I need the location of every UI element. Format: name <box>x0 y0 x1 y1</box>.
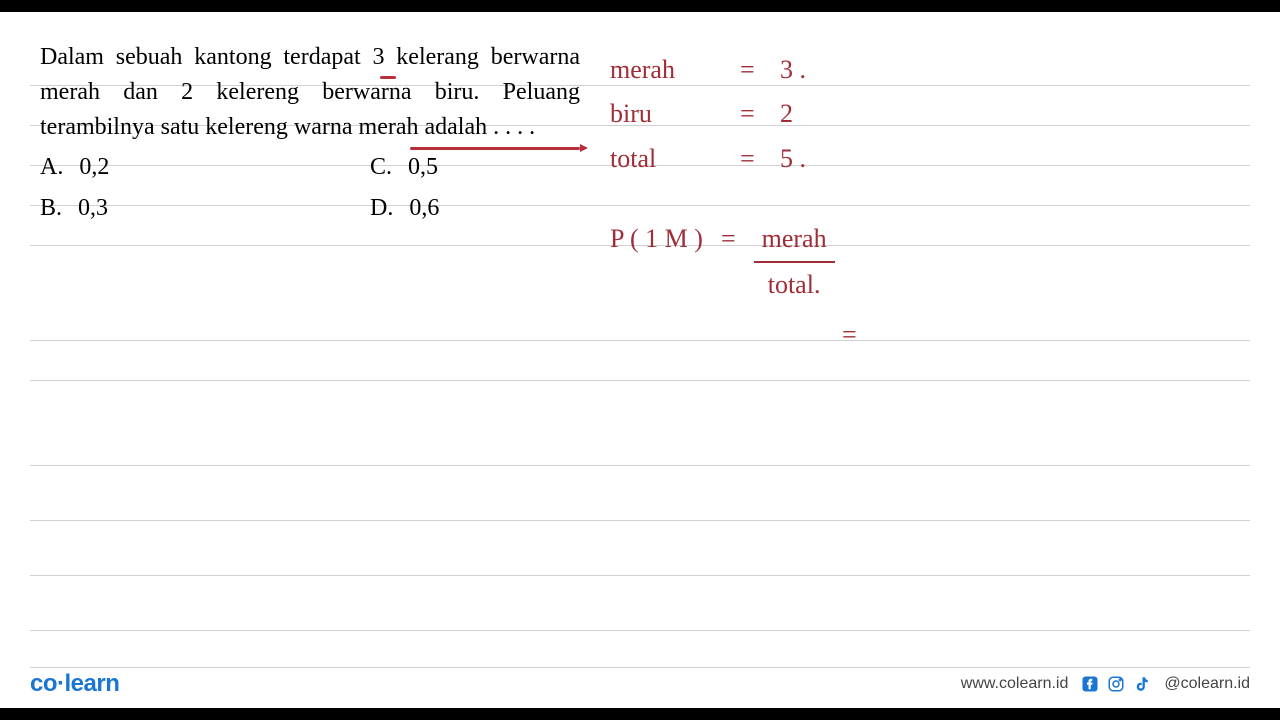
options-grid: A. 0,2 C. 0,5 B. 0,3 D. 0,6 <box>40 150 580 226</box>
logo: co·learn <box>30 670 119 698</box>
footer: co·learn www.colearn.id @colearn.id <box>30 670 1250 698</box>
hw-row-total: total = 5 . <box>610 139 1230 179</box>
option-letter: C. <box>370 150 392 185</box>
formula-eq: = <box>721 219 736 259</box>
footer-divider <box>30 667 1250 668</box>
option-c: C. 0,5 <box>370 150 580 185</box>
paper-line <box>30 465 1250 466</box>
hw-eq: = <box>740 94 780 134</box>
hw-label: total <box>610 139 740 179</box>
option-value: 0,6 <box>409 191 439 226</box>
formula-left: P ( 1 M ) <box>610 219 703 259</box>
paper-line <box>30 575 1250 576</box>
fraction-numerator: merah <box>754 219 835 263</box>
option-b: B. 0,3 <box>40 191 250 226</box>
question-text: Dalam sebuah kantong terdapat 3 kelerang… <box>40 40 580 144</box>
footer-right: www.colearn.id @colearn.id <box>961 674 1250 694</box>
paper-line <box>30 520 1250 521</box>
handwriting-block: merah = 3 . biru = 2 total = 5 . P ( 1 M… <box>610 50 1230 356</box>
option-d: D. 0,6 <box>370 191 580 226</box>
facebook-icon <box>1080 674 1100 694</box>
hw-eq: = <box>740 139 780 179</box>
option-letter: D. <box>370 191 393 226</box>
formula-row: P ( 1 M ) = merah total. <box>610 219 1230 306</box>
trailing-equals: = <box>842 315 1230 355</box>
hw-row-merah: merah = 3 . <box>610 50 1230 90</box>
question-block: Dalam sebuah kantong terdapat 3 kelerang… <box>40 40 580 226</box>
tiktok-icon <box>1132 674 1152 694</box>
option-letter: B. <box>40 191 62 226</box>
option-value: 0,3 <box>78 191 108 226</box>
logo-dot: · <box>57 670 65 697</box>
social-icons <box>1080 674 1152 694</box>
instagram-icon <box>1106 674 1126 694</box>
paper-line <box>30 630 1250 631</box>
hw-label: biru <box>610 94 740 134</box>
content-area: Dalam sebuah kantong terdapat 3 kelerang… <box>30 30 1250 660</box>
underline-number-3 <box>380 76 396 79</box>
footer-url: www.colearn.id <box>961 675 1069 693</box>
hw-row-biru: biru = 2 <box>610 94 1230 134</box>
logo-co: co <box>30 670 57 697</box>
paper-line <box>30 380 1250 381</box>
black-bar-top <box>0 0 1280 12</box>
option-value: 0,2 <box>79 150 109 185</box>
footer-handle: @colearn.id <box>1164 675 1250 693</box>
option-value: 0,5 <box>408 150 438 185</box>
hw-value: 2 <box>780 94 793 134</box>
hw-eq: = <box>740 50 780 90</box>
fraction: merah total. <box>754 219 835 306</box>
fraction-denominator: total. <box>760 263 829 305</box>
option-a: A. 0,2 <box>40 150 250 185</box>
hw-value: 3 . <box>780 50 806 90</box>
logo-learn: learn <box>65 670 120 697</box>
underline-satu-kelereng <box>410 147 580 150</box>
hw-label: merah <box>610 50 740 90</box>
black-bar-bottom <box>0 708 1280 720</box>
option-letter: A. <box>40 150 63 185</box>
hw-value: 5 . <box>780 139 806 179</box>
